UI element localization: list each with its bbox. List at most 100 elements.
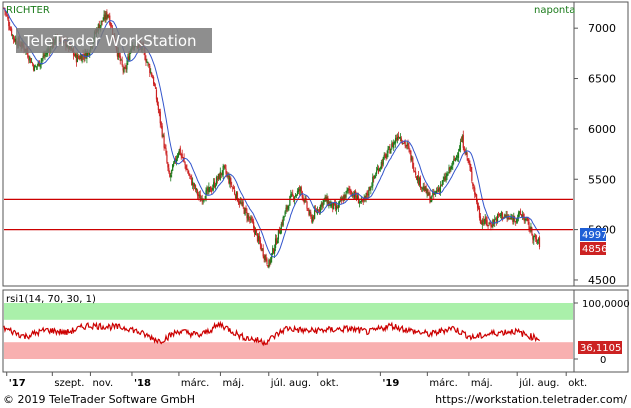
candle-body <box>419 177 422 188</box>
interval-label[interactable]: naponta <box>534 5 575 16</box>
candle-body <box>186 168 188 170</box>
candle-body <box>389 147 391 154</box>
candle-body <box>362 199 364 202</box>
candle-body <box>78 57 80 60</box>
candle-body <box>177 153 179 157</box>
candle-body <box>39 64 41 67</box>
candle-body <box>9 26 11 30</box>
x-tick-label: okt. <box>568 378 587 389</box>
candle-body <box>86 52 88 59</box>
candle-body <box>381 162 383 166</box>
candle-body <box>521 215 523 217</box>
candle-body <box>222 166 224 175</box>
candle-body <box>168 167 170 172</box>
candle-body <box>117 51 119 58</box>
candle-body <box>450 166 452 171</box>
symbol-label: RICHTER <box>6 5 50 16</box>
candle-body <box>219 171 221 181</box>
candle-body <box>412 157 414 168</box>
candle-body <box>11 28 13 36</box>
candle-body <box>165 148 167 154</box>
candle-body <box>35 66 37 68</box>
candle-body <box>334 203 337 210</box>
candle-body <box>313 215 315 219</box>
candle-body <box>364 196 366 198</box>
candle-body <box>318 210 321 212</box>
candle-body <box>107 14 109 18</box>
candle-body <box>441 180 443 186</box>
rsi-path <box>3 320 540 347</box>
candle-body <box>223 165 225 167</box>
footer-url[interactable]: https://workstation.teletrader.com/ <box>435 393 627 406</box>
candle-body <box>252 220 254 223</box>
candle-body <box>31 61 33 63</box>
oversold-band <box>4 342 573 359</box>
candle-body <box>119 55 121 61</box>
candle-body <box>371 186 373 188</box>
candle-body <box>336 206 339 209</box>
candle-body <box>311 216 313 222</box>
candle-body <box>428 193 430 196</box>
candle-body <box>5 11 7 14</box>
candle-body <box>467 158 469 162</box>
candle-body <box>247 215 249 220</box>
candle-body <box>42 55 44 59</box>
candle-body <box>493 219 495 224</box>
rsi-value-badge <box>578 341 622 354</box>
candle-body <box>533 236 535 241</box>
candle-body <box>14 38 17 42</box>
candle-body <box>156 98 159 105</box>
candle-body <box>481 220 483 225</box>
candle-body <box>359 201 361 203</box>
candle-body <box>282 217 284 226</box>
candle-body <box>519 210 522 215</box>
candle-body <box>126 63 128 70</box>
close-value-text: 4856 <box>582 244 607 255</box>
candle-body <box>455 157 457 162</box>
candle-body <box>494 219 496 224</box>
candle-body <box>370 187 372 191</box>
candle-body <box>31 63 34 65</box>
candle-body <box>199 194 201 202</box>
candle-body <box>287 205 289 210</box>
candle-body <box>27 51 29 58</box>
candle-body <box>6 14 8 16</box>
candle-body <box>270 257 272 264</box>
candle-body <box>267 264 269 268</box>
candle-body <box>334 203 336 205</box>
candle-body <box>489 222 491 225</box>
candle-body <box>517 212 520 217</box>
candle-body <box>512 217 514 223</box>
candle-body <box>333 203 335 210</box>
candle-body <box>477 206 480 209</box>
candle-body <box>535 234 537 239</box>
candle-body <box>145 58 147 63</box>
candle-body <box>79 55 81 59</box>
candle-body <box>212 187 214 190</box>
candle-body <box>388 146 390 148</box>
candle-body <box>160 121 162 126</box>
candle-body <box>164 146 166 149</box>
candle-body <box>413 166 415 171</box>
candle-body <box>32 64 35 71</box>
x-tick-label: márc. <box>429 377 457 389</box>
candle-body <box>44 54 46 56</box>
candle-body <box>45 53 47 55</box>
candle-body <box>356 195 359 199</box>
candle-body <box>29 56 31 60</box>
candle-body <box>198 194 200 196</box>
rsi-value-text: 36,1105 <box>580 343 621 354</box>
candle-body <box>469 163 471 168</box>
horizontal-lines[interactable] <box>4 198 573 231</box>
candle-body <box>449 167 451 171</box>
candle-body <box>300 187 302 192</box>
candle-body <box>386 154 388 158</box>
candle-body <box>227 175 229 177</box>
candle-body <box>312 216 314 223</box>
candle-body <box>382 157 384 165</box>
candle-body <box>178 149 180 155</box>
candle-body <box>395 137 397 144</box>
candle-body <box>508 217 510 219</box>
candle-body <box>262 248 264 257</box>
candle-body <box>187 169 189 174</box>
